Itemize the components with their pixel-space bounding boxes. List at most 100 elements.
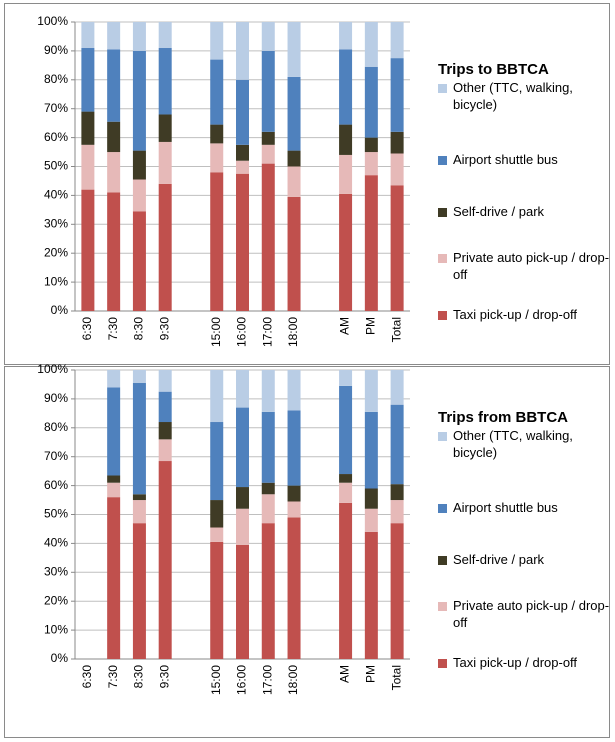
bar-segment (339, 385, 353, 475)
bar-segment (364, 508, 378, 532)
bar-segment (210, 370, 224, 423)
bar-segment (390, 58, 404, 132)
panel (4, 366, 610, 738)
bar-segment (132, 22, 146, 51)
legend-label: Airport shuttle bus (453, 152, 558, 167)
bar-segment (107, 497, 121, 659)
bar-segment (158, 114, 172, 142)
bar-segment (364, 152, 378, 176)
y-tick-label: 90% (44, 43, 68, 57)
x-tick-label: 6:30 (80, 665, 94, 689)
bar-segment (261, 494, 275, 524)
bar-segment (158, 141, 172, 184)
bar-segment (132, 383, 146, 495)
y-tick-label: 80% (44, 420, 68, 434)
bar-segment (236, 79, 249, 145)
bar-segment (287, 370, 301, 411)
bar-segment (287, 501, 301, 518)
y-tick-label: 0% (51, 303, 69, 317)
x-tick-label: 17:00 (260, 317, 274, 347)
x-tick-label: 8:30 (132, 317, 146, 341)
x-tick-label: 18:00 (286, 665, 300, 695)
y-tick-label: 30% (44, 564, 68, 578)
bar-segment (158, 422, 172, 440)
legend-label: Other (TTC, walking, bicycle) (453, 428, 573, 460)
bar-segment (364, 175, 378, 311)
bar-segment (107, 152, 121, 193)
legend-label: Taxi pick-up / drop-off (453, 655, 578, 670)
bar-segment (287, 150, 301, 167)
x-tick-label: AM (338, 665, 352, 683)
bar-segment (132, 523, 146, 659)
bar-segment (339, 124, 353, 155)
bar-segment (390, 370, 404, 405)
bar-segment (107, 121, 121, 153)
y-tick-label: 70% (44, 449, 68, 463)
y-tick-label: 30% (44, 216, 68, 230)
x-tick-label: 15:00 (209, 665, 223, 695)
y-tick-label: 50% (44, 159, 68, 173)
x-tick-label: 16:00 (235, 665, 249, 695)
bar-segment (210, 527, 224, 542)
bar-segment (158, 183, 172, 311)
bar-segment (236, 544, 249, 659)
y-tick-label: 100% (37, 14, 68, 28)
bar-segment (261, 370, 275, 412)
bar-segment (81, 189, 95, 311)
bar-segment (132, 211, 146, 311)
bar-segment (339, 502, 353, 659)
bar-segment (107, 482, 121, 498)
legend-swatch (438, 208, 447, 217)
bar-segment (287, 517, 301, 659)
legend-swatch (438, 311, 447, 320)
bar-segment (107, 475, 121, 483)
x-tick-label: Total (389, 317, 403, 342)
x-tick-label: 8:30 (132, 665, 146, 689)
legend-swatch (438, 556, 447, 565)
bar-segment (158, 461, 172, 659)
bar-segment (390, 484, 404, 501)
x-tick-label: 6:30 (80, 317, 94, 341)
bar-segment (287, 410, 301, 486)
bar-segment (132, 179, 146, 212)
y-tick-label: 100% (37, 362, 68, 376)
legend-label: Private auto pick-up / drop-off (453, 250, 610, 282)
y-tick-label: 0% (51, 651, 69, 665)
bar-segment (210, 422, 224, 501)
bar-segment (107, 49, 121, 122)
bar-segment (107, 370, 121, 388)
x-tick-label: PM (364, 317, 378, 335)
bar-segment (364, 531, 378, 659)
bar-segment (339, 193, 353, 311)
bar-segment (364, 370, 378, 412)
y-tick-label: 90% (44, 391, 68, 405)
bar-segment (339, 154, 353, 194)
x-tick-label: 17:00 (260, 665, 274, 695)
y-tick-label: 70% (44, 101, 68, 115)
y-tick-label: 60% (44, 478, 68, 492)
bar-segment (210, 22, 224, 60)
bar-segment (287, 22, 301, 77)
bar-segment (364, 488, 378, 509)
x-tick-label: Total (389, 665, 403, 690)
legend-swatch (438, 659, 447, 668)
y-tick-label: 10% (44, 622, 68, 636)
bar-segment (261, 163, 275, 311)
legend-swatch (438, 254, 447, 263)
legend-swatch (438, 602, 447, 611)
legend-title: Trips from BBTCA (438, 409, 569, 426)
bar-segment (107, 22, 121, 50)
x-tick-label: 7:30 (106, 665, 120, 689)
bar-segment (236, 407, 249, 488)
x-tick-label: 9:30 (157, 665, 171, 689)
legend-label: Taxi pick-up / drop-off (453, 307, 578, 322)
legend-swatch (438, 432, 447, 441)
bar-segment (390, 500, 404, 524)
bar-segment (81, 22, 95, 49)
x-tick-label: PM (364, 665, 378, 683)
bar-segment (236, 160, 249, 174)
bar-segment (261, 144, 275, 164)
bar-segment (261, 523, 275, 659)
